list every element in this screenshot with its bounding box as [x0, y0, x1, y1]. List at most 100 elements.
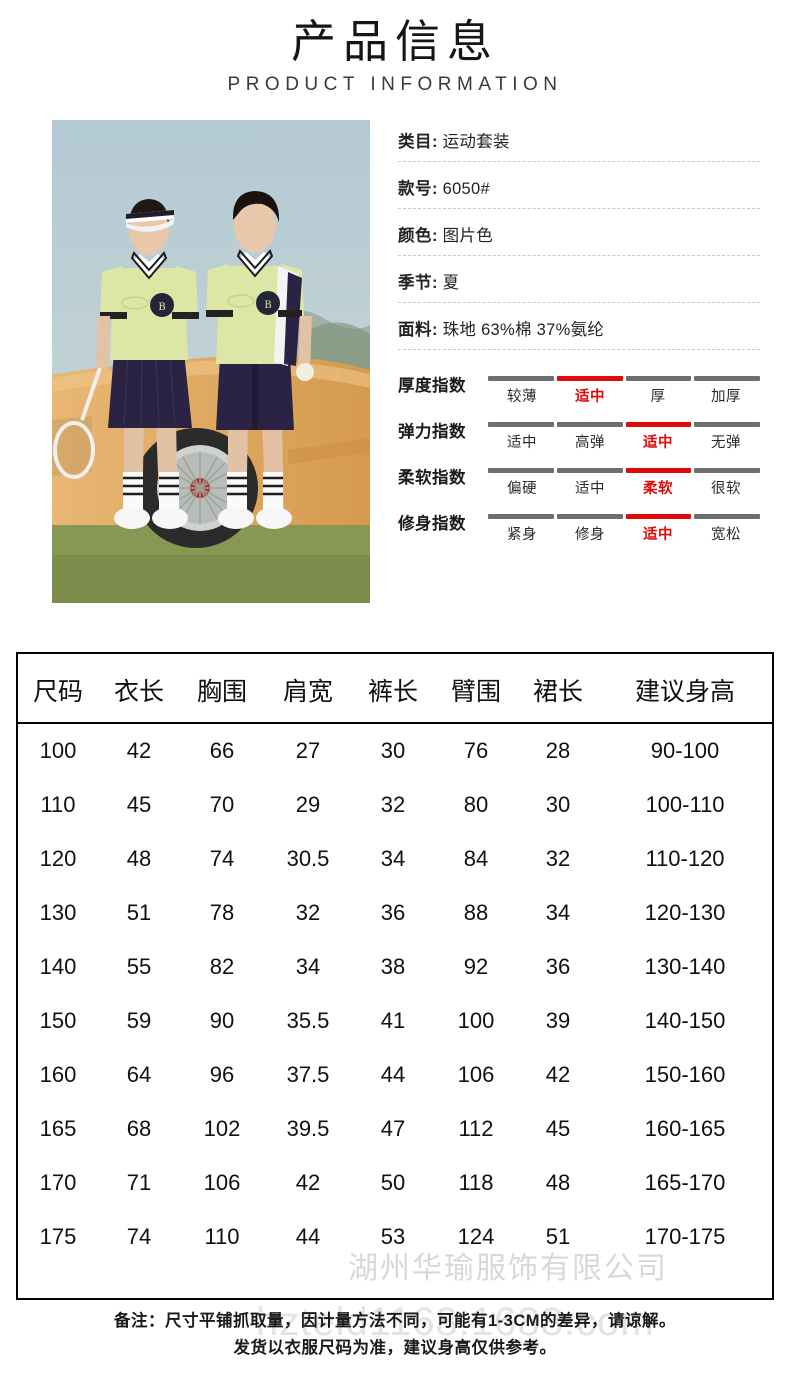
index-bar-fit: [488, 514, 760, 520]
index-labels-elasticity: 适中 高弹 适中 无弹: [488, 431, 760, 452]
cell-arm: 88: [463, 900, 489, 925]
footer-note-line1: 备注：尺寸平铺抓取量，因计量方法不同，可能有1-3CM的差异，请谅解。: [113, 1312, 676, 1330]
footer-note: 备注：尺寸平铺抓取量，因计量方法不同，可能有1-3CM的差异，请谅解。 发货以衣…: [0, 1308, 790, 1362]
size-chart-table-box: 尺码 衣长 胸围 肩宽 裤长 臂围 裙长 建议身高 100 42 66 27 3…: [16, 652, 774, 1300]
cell-size: 150: [39, 1008, 77, 1033]
index-bar-elasticity: [488, 422, 760, 428]
product-overview-section: B: [0, 120, 790, 604]
col-header-bust: 胸围: [180, 654, 264, 724]
index-rating-block: 厚度指数 较薄 适中 厚 加厚: [398, 376, 760, 544]
index-option-active: 适中: [643, 527, 673, 544]
cell-pant: 41: [380, 1008, 406, 1033]
index-item-softness: 柔软指数 偏硬 适中 柔软 很软: [398, 468, 760, 498]
cell-arm: 80: [463, 792, 489, 817]
table-row: 150 59 90 35.5 41 100 39 140-150: [18, 994, 772, 1048]
cell-skirt: 39: [545, 1008, 571, 1033]
table-row: 120 48 74 30.5 34 84 32 110-120: [18, 832, 772, 886]
index-scale-fit: 紧身 修身 适中 宽松: [482, 514, 760, 544]
cell-arm: 112: [458, 1116, 494, 1141]
index-option: 很软: [711, 481, 741, 498]
product-info-column: 类目: 运动套装 款号: 6050# 颜色: 图片色 季节: 夏 面料: 珠地 …: [370, 120, 760, 603]
table-row: 165 68 102 39.5 47 112 45 160-165: [18, 1102, 772, 1156]
cell-shoulder: 34: [295, 954, 321, 979]
cell-height: 130-140: [644, 954, 726, 979]
cell-height: 100-110: [645, 792, 725, 817]
cell-shoulder: 37.5: [286, 1062, 330, 1087]
footer-note-line2: 发货以衣服尺码为准，建议身高仅供参考。: [233, 1339, 557, 1358]
size-chart-head: 尺码 衣长 胸围 肩宽 裤长 臂围 裙长 建议身高: [18, 654, 772, 724]
cell-bust: 90: [209, 1008, 235, 1033]
index-segment-active: [625, 468, 692, 474]
col-header-skirt: 裙长: [518, 654, 598, 724]
index-segment-active: [625, 514, 692, 520]
col-header-size: 尺码: [18, 654, 98, 724]
table-row: 140 55 82 34 38 92 36 130-140: [18, 940, 772, 994]
cell-size: 130: [39, 900, 77, 925]
index-item-thickness: 厚度指数 较薄 适中 厚 加厚: [398, 376, 760, 406]
info-key-fabric: 面料:: [398, 321, 438, 340]
index-option-active: 柔软: [643, 481, 673, 498]
svg-text:B: B: [264, 300, 271, 311]
cell-size: 160: [39, 1062, 77, 1087]
cell-skirt: 32: [545, 846, 571, 871]
cell-pant: 36: [380, 900, 406, 925]
table-row: 110 45 70 29 32 80 30 100-110: [18, 778, 772, 832]
index-label-thickness: 厚度指数: [398, 377, 466, 396]
cell-length: 71: [126, 1170, 152, 1195]
index-bar-softness: [488, 468, 760, 474]
cell-bust: 110: [204, 1224, 240, 1249]
index-segment: [625, 376, 692, 382]
index-option: 较薄: [507, 389, 537, 406]
cell-skirt: 36: [545, 954, 571, 979]
cell-shoulder: 27: [295, 738, 321, 763]
index-scale-thickness: 较薄 适中 厚 加厚: [482, 376, 760, 406]
index-segment: [556, 422, 623, 428]
cell-size: 165: [39, 1116, 77, 1141]
index-option: 修身: [575, 527, 605, 544]
cell-arm: 124: [457, 1224, 495, 1249]
col-header-arm: 臂围: [434, 654, 518, 724]
cell-shoulder: 29: [295, 792, 321, 817]
cell-size: 120: [39, 846, 77, 871]
product-photo: B: [52, 120, 370, 604]
cell-length: 55: [126, 954, 152, 979]
table-row: 170 71 106 42 50 118 48 165-170: [18, 1156, 772, 1210]
cell-pant: 30: [380, 738, 406, 763]
cell-skirt: 42: [545, 1062, 571, 1087]
cell-height: 90-100: [650, 738, 720, 763]
col-header-height: 建议身高: [598, 654, 772, 724]
svg-text:B: B: [158, 302, 165, 313]
cell-length: 48: [126, 846, 152, 871]
size-chart-table: 尺码 衣长 胸围 肩宽 裤长 臂围 裙长 建议身高 100 42 66 27 3…: [18, 654, 772, 1264]
cell-length: 51: [126, 900, 152, 925]
info-value-style-no: 6050#: [442, 180, 490, 199]
index-segment: [488, 514, 554, 520]
info-key-color: 颜色:: [398, 227, 438, 246]
info-row-season: 季节: 夏: [398, 267, 760, 304]
info-key-category: 类目:: [398, 133, 438, 152]
cell-pant: 47: [380, 1116, 406, 1141]
cell-arm: 84: [463, 846, 489, 871]
cell-size: 100: [39, 738, 77, 763]
cell-pant: 50: [380, 1170, 406, 1195]
index-segment: [488, 468, 554, 474]
cell-shoulder: 35.5: [286, 1008, 330, 1033]
info-key-style-no: 款号:: [398, 180, 438, 199]
cell-arm: 76: [463, 738, 489, 763]
cell-size: 175: [39, 1224, 77, 1249]
index-segment: [488, 422, 554, 428]
index-item-elasticity: 弹力指数 适中 高弹 适中 无弹: [398, 422, 760, 452]
col-header-pant-length: 裤长: [352, 654, 434, 724]
index-option: 高弹: [575, 435, 605, 452]
index-labels-fit: 紧身 修身 适中 宽松: [488, 523, 760, 544]
cell-shoulder: 42: [295, 1170, 321, 1195]
cell-pant: 32: [380, 792, 406, 817]
info-row-style-no: 款号: 6050#: [398, 173, 760, 210]
info-row-color: 颜色: 图片色: [398, 220, 760, 257]
cell-bust: 66: [209, 738, 235, 763]
table-row: 160 64 96 37.5 44 106 42 150-160: [18, 1048, 772, 1102]
cell-pant: 34: [380, 846, 406, 871]
cell-pant: 38: [380, 954, 406, 979]
page-title-en: PRODUCT INFORMATION: [227, 74, 563, 96]
index-option: 适中: [575, 481, 605, 498]
